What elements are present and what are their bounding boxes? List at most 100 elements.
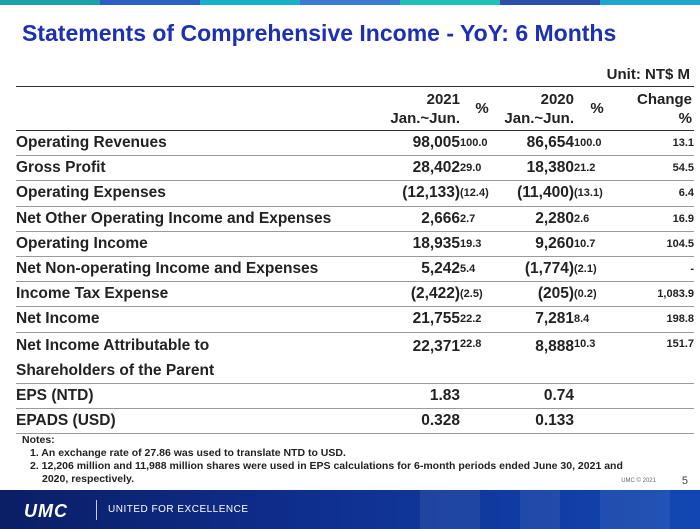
value-2021: 18,935	[412, 234, 460, 252]
header-change-line1: Change	[636, 90, 692, 108]
row-label-line1: Net Income Attributable to	[16, 336, 210, 354]
pct-2020: 2.6	[574, 212, 590, 225]
value-2021: 0.328	[421, 411, 460, 429]
table-row: Operating Income 18,935 19.3 9,260 10.7 …	[16, 231, 694, 257]
table-header-row: 2021 Jan.~Jun. % 2020 Jan.~Jun. % Change…	[16, 86, 694, 131]
copyright-text: UMC © 2021	[621, 478, 656, 484]
value-2021: 5,242	[421, 260, 460, 278]
value-2020: (205)	[537, 285, 574, 303]
pct-2020: 100.0	[574, 137, 602, 150]
value-2021: (12,133)	[402, 184, 460, 202]
pct-2021: 5.4	[460, 263, 476, 276]
top-bar-segment	[200, 0, 300, 5]
header-2021-period: Jan.~Jun.	[390, 109, 460, 127]
row-label: EPADS (USD)	[16, 411, 116, 429]
change-pct: -	[690, 263, 694, 276]
footer-divider	[96, 500, 97, 520]
top-color-bar	[0, 0, 700, 5]
notes: Notes: 1. An exchange rate of 27.86 was …	[22, 434, 623, 486]
value-2020: 2,280	[535, 209, 574, 227]
table-row: EPADS (USD) 0.328 0.133	[16, 408, 694, 434]
pct-2021: 22.2	[460, 313, 482, 326]
pct-2020: 10.3	[574, 337, 596, 350]
row-label: Income Tax Expense	[16, 285, 169, 303]
footer-bar: UMC UNITED FOR EXCELLENCE	[0, 490, 700, 529]
change-pct	[616, 408, 694, 433]
footer-stripe	[520, 490, 560, 529]
note-item: 1. An exchange rate of 27.86 was used to…	[30, 447, 346, 459]
table-row: Gross Profit 28,402 29.0 18,380 21.2 54.…	[16, 156, 694, 181]
row-label: EPS (NTD)	[16, 386, 94, 404]
value-2020: 86,654	[526, 134, 574, 152]
row-label: Net Income	[16, 310, 100, 328]
pct-2020: 8.4	[574, 313, 590, 326]
table-row: Operating Expenses (12,133) (12.4) (11,4…	[16, 181, 694, 207]
note-item: 2020, respectively.	[42, 473, 135, 485]
header-2020: 2020 Jan.~Jun.	[500, 87, 574, 131]
top-bar-segment	[400, 0, 500, 5]
header-2020-period: Jan.~Jun.	[504, 109, 574, 127]
footer-stripe	[600, 490, 670, 529]
top-bar-segment	[300, 0, 400, 5]
header-2021-year: 2021	[426, 90, 460, 108]
pct-2021: 19.3	[460, 237, 482, 250]
table-row: Net Other Operating Income and Expenses …	[16, 206, 694, 232]
value-2020: 0.133	[535, 411, 574, 429]
header-change-line2: %	[678, 109, 692, 127]
income-statement-table: 2021 Jan.~Jun. % 2020 Jan.~Jun. % Change…	[16, 86, 694, 434]
row-label-line2: Shareholders of the Parent	[16, 361, 215, 379]
pct-2020: (0.2)	[574, 288, 597, 301]
value-2021: 98,005	[412, 134, 460, 152]
change-pct: 6.4	[678, 187, 694, 200]
top-bar-segment	[600, 0, 700, 5]
value-2020: 18,380	[526, 159, 574, 177]
header-label-cell	[16, 87, 356, 131]
pct-2020	[574, 408, 616, 433]
value-2021: 1.83	[429, 386, 460, 404]
pct-2020	[574, 383, 616, 408]
header-2020-pct: %	[590, 100, 604, 117]
change-pct	[616, 383, 694, 408]
pct-2021: (2.5)	[460, 288, 483, 301]
value-2021: 28,402	[412, 159, 460, 177]
row-label: Operating Expenses	[16, 184, 166, 202]
pct-2021: 29.0	[460, 162, 482, 175]
value-2020: (1,774)	[524, 260, 574, 278]
value-2020: 9,260	[535, 234, 574, 252]
pct-2021: 2.7	[460, 212, 476, 225]
pct-2021	[460, 408, 500, 433]
value-2020: 0.74	[543, 386, 574, 404]
top-bar-segment	[0, 0, 100, 5]
value-2020: 8,888	[535, 337, 574, 355]
change-pct: 151.7	[666, 337, 694, 350]
value-2020: (11,400)	[517, 184, 574, 202]
header-2021-pct: %	[475, 100, 489, 117]
value-2021: 21,755	[412, 310, 460, 328]
row-label: Net Other Operating Income and Expenses	[16, 209, 332, 227]
pct-2020: (13.1)	[574, 187, 603, 200]
row-label: Net Non-operating Income and Expenses	[16, 260, 319, 278]
table-row: EPS (NTD) 1.83 0.74	[16, 383, 694, 409]
table-row: Net Income 21,755 22.2 7,281 8.4 198.8	[16, 307, 694, 332]
change-pct: 104.5	[666, 237, 694, 250]
row-label: Gross Profit	[16, 159, 106, 177]
top-bar-segment	[500, 0, 600, 5]
unit-label: Unit: NT$ M	[606, 66, 690, 83]
table-row: Operating Revenues 98,005 100.0 86,654 1…	[16, 131, 694, 156]
header-2020-year: 2020	[540, 90, 574, 108]
change-pct: 1,083.9	[657, 288, 694, 301]
page-number: 5	[681, 475, 688, 487]
table-row: Net Income Attributable to Shareholders …	[16, 332, 694, 383]
change-pct: 16.9	[672, 212, 694, 225]
row-label: Net Income Attributable to Shareholders …	[16, 332, 356, 383]
change-pct: 198.8	[666, 313, 694, 326]
change-pct: 54.5	[672, 162, 694, 175]
change-pct: 13.1	[672, 137, 694, 150]
top-bar-segment	[100, 0, 200, 5]
value-2021: 2,666	[421, 209, 460, 227]
row-label: Operating Income	[16, 234, 148, 252]
pct-2020: 10.7	[574, 237, 596, 250]
notes-heading: Notes:	[22, 434, 55, 446]
note-item: 2. 12,206 million and 11,988 million sha…	[30, 460, 623, 472]
footer-tagline: UNITED FOR EXCELLENCE	[108, 504, 249, 515]
